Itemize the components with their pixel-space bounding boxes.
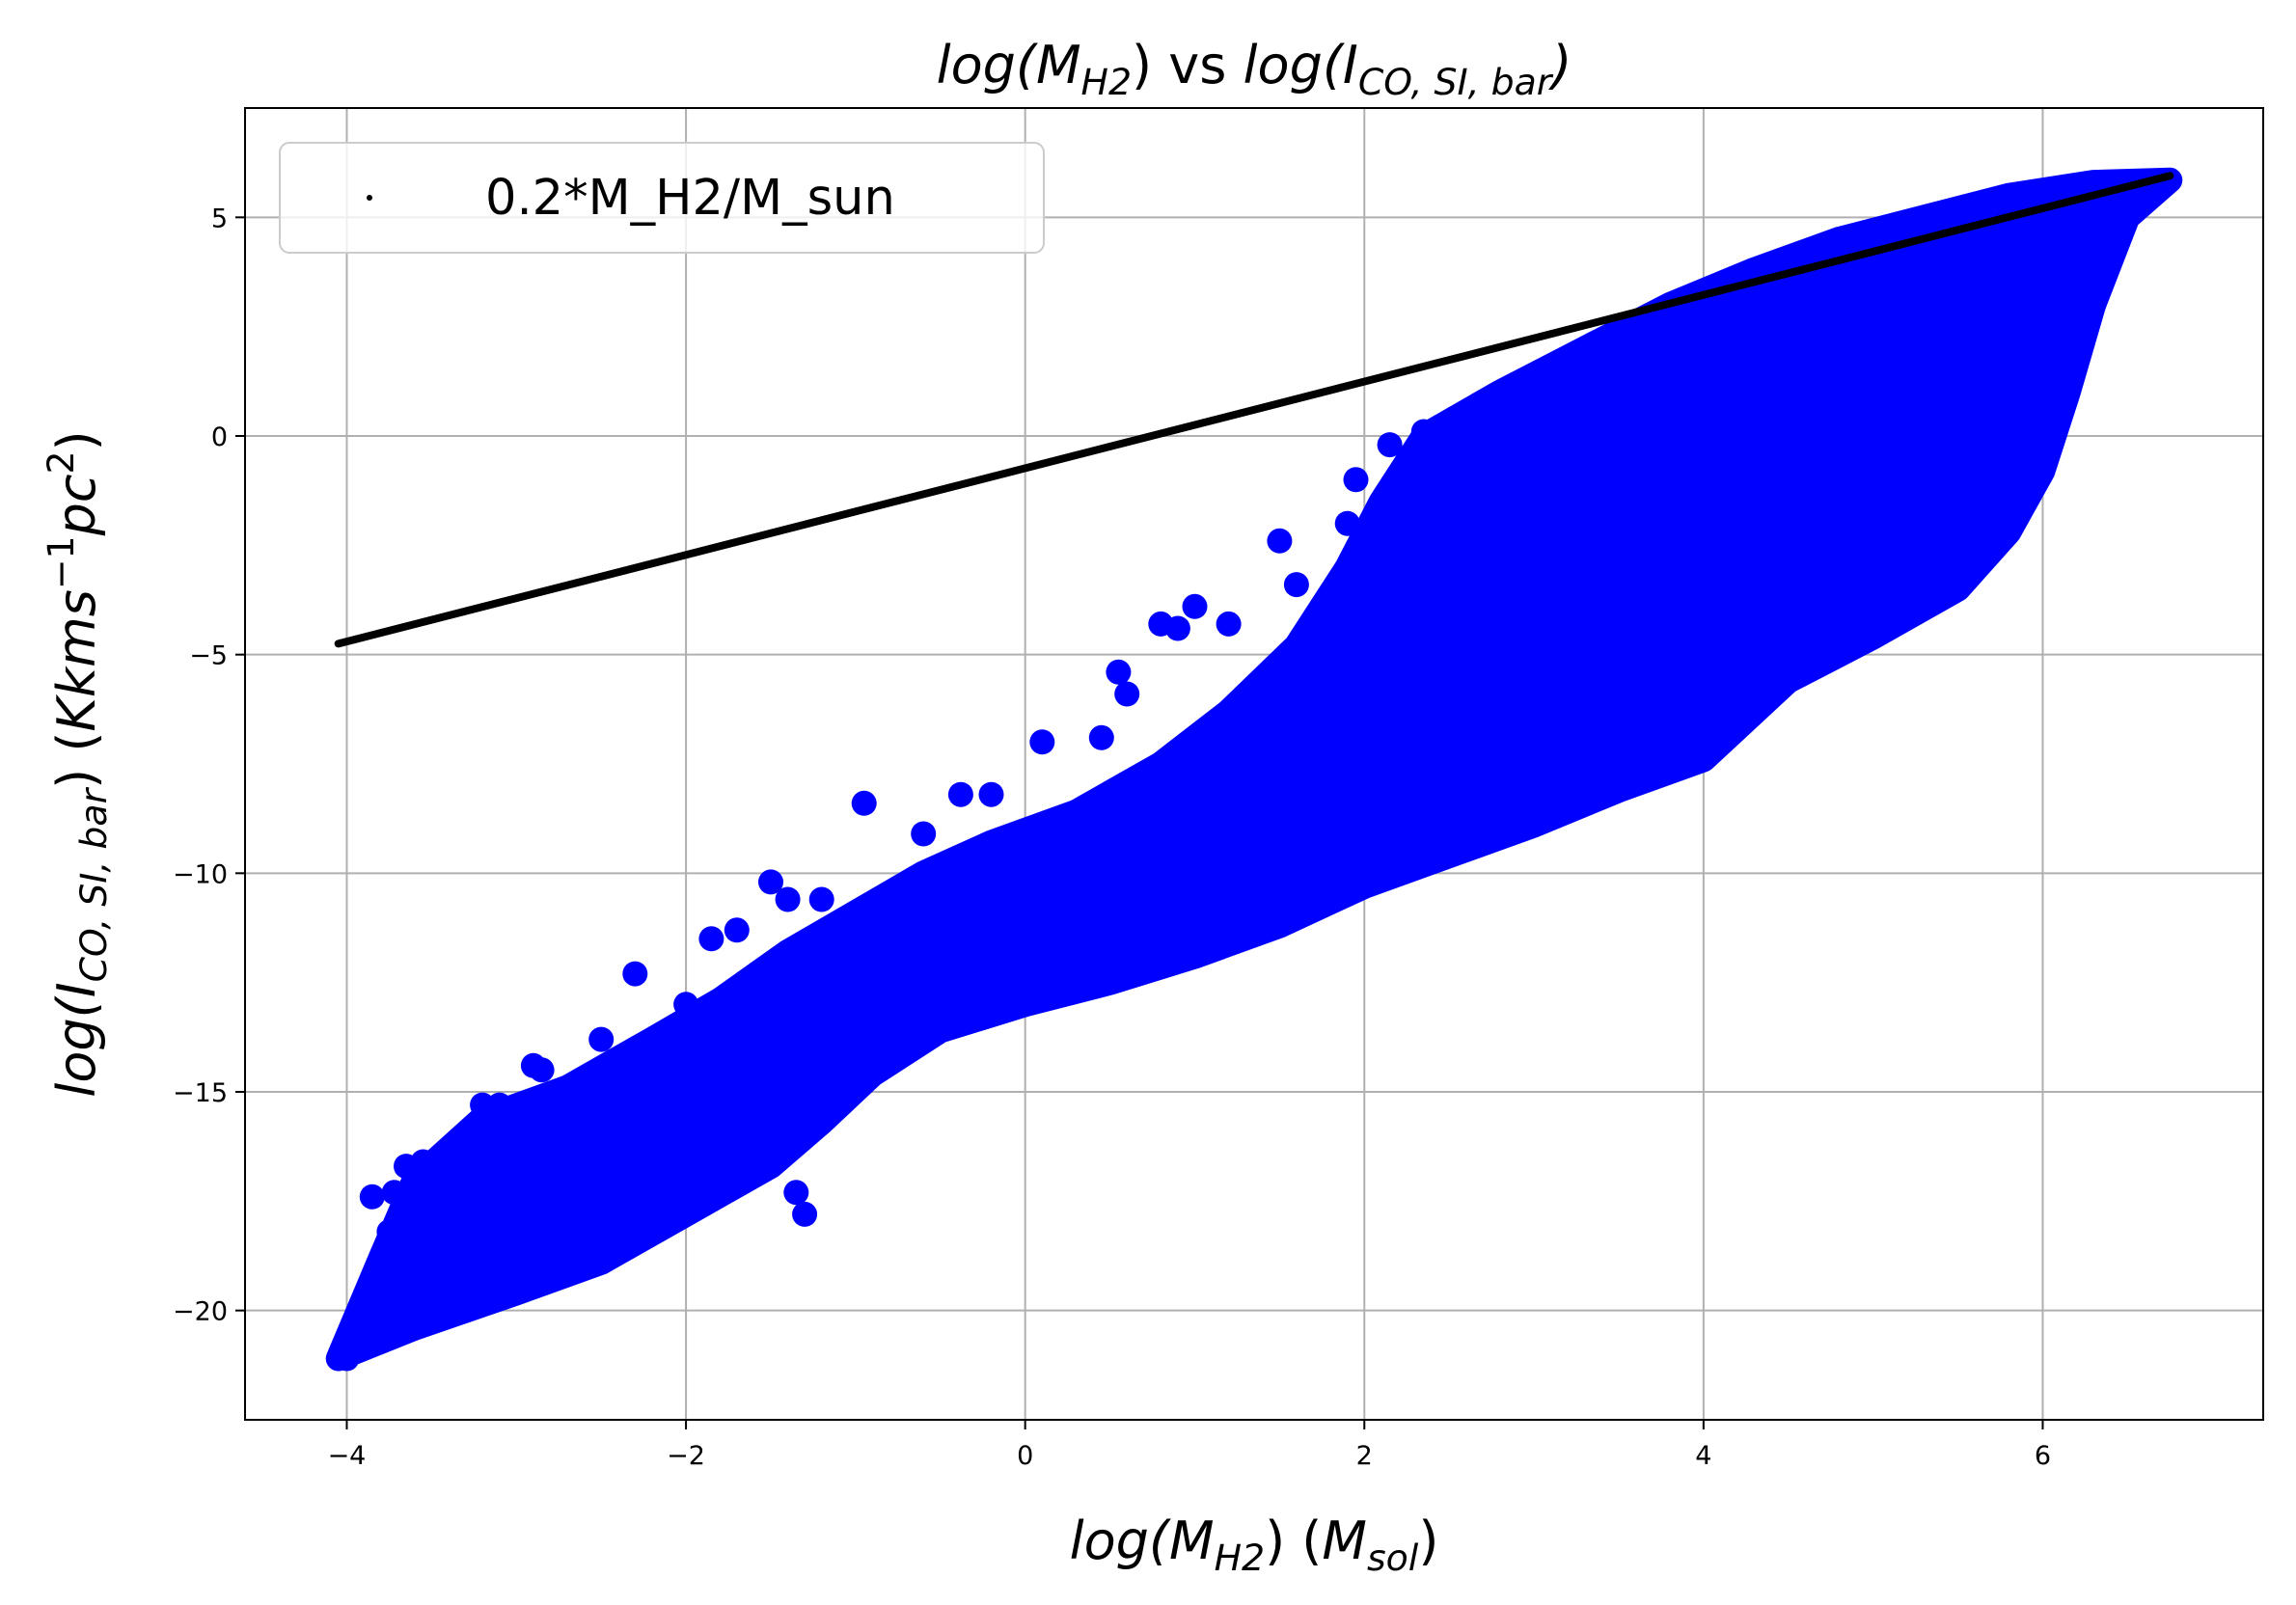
black-scatter-point <box>419 619 424 626</box>
blue-scatter-point <box>1088 724 1114 750</box>
blue-scatter-point <box>1283 572 1309 598</box>
y-tick-label: 5 <box>211 204 228 233</box>
legend-label: 0.2*M_H2/M_sun <box>485 170 895 227</box>
black-scatter-point <box>917 492 924 498</box>
blue-scatter-point <box>1267 528 1293 554</box>
black-scatter-point <box>1417 364 1424 370</box>
blue-scatter-point <box>775 886 801 912</box>
y-tick-label: −5 <box>189 641 228 671</box>
black-scatter-point <box>1001 470 1008 476</box>
black-scatter-point <box>834 513 841 519</box>
plot-area <box>325 167 2183 1372</box>
black-scatter-point <box>2000 215 2007 222</box>
blue-scatter-point <box>376 1219 402 1245</box>
legend-box <box>279 142 1045 254</box>
black-scatter-point <box>2084 194 2090 201</box>
blue-scatter-point <box>529 1057 555 1083</box>
black-scatter-point <box>2167 173 2173 179</box>
blue-scatter-point <box>486 1092 512 1118</box>
y-tick-label: 0 <box>211 422 228 452</box>
blue-scatter-point <box>1182 593 1208 619</box>
black-scatter-point <box>1667 300 1674 307</box>
blue-scatter-point <box>1334 510 1360 536</box>
blue-scatter-point <box>724 917 750 943</box>
blue-scatter-point <box>588 1026 615 1052</box>
blue-scatter-point <box>673 992 699 1018</box>
legend-marker-black-dot <box>367 195 372 201</box>
black-scatter-point <box>1084 449 1091 455</box>
x-tick-label: −2 <box>667 1441 705 1471</box>
black-scatter-point <box>1500 342 1507 349</box>
blue-scatter-point <box>808 886 834 912</box>
axes-frame <box>244 107 2264 1421</box>
black-scatter-point <box>1251 406 1257 413</box>
blue-scatter-point <box>1029 729 1055 755</box>
y-axis-label: log(ICO, SI, bar) (Kkms−1pc2) <box>40 430 115 1097</box>
black-scatter-point <box>1750 279 1757 286</box>
blue-scatter-point <box>792 1201 818 1227</box>
blue-scatter-point <box>698 926 724 952</box>
black-scatter-point <box>752 534 758 541</box>
blue-scatter-point <box>401 1245 427 1271</box>
blue-scatter-point <box>1377 432 1403 458</box>
x-tick-label: −4 <box>328 1441 367 1471</box>
y-tick-label: −10 <box>173 859 228 889</box>
blue-scatter-point <box>622 961 648 987</box>
black-scatter-point <box>1167 427 1174 434</box>
blue-scatter-point <box>947 781 973 807</box>
black-scatter-point <box>1917 236 1924 243</box>
black-scatter-point <box>668 556 674 562</box>
blue-scatter-point <box>334 1346 360 1372</box>
blue-scatter-point <box>1216 611 1242 637</box>
ticks: −4 −2 0 2 4 6−20−15−10−505 <box>173 204 2051 1471</box>
black-scatter-point <box>335 640 342 647</box>
blue-scatter-point <box>410 1149 436 1175</box>
black-scatter-point <box>1834 258 1841 264</box>
blue-scatter-point <box>877 883 902 908</box>
blue-scatter-point <box>978 781 1004 807</box>
blue-scatter-point <box>1164 615 1190 641</box>
blue-scatter-point <box>783 1180 809 1206</box>
blue-scatter-point <box>381 1180 407 1206</box>
x-tick-label: 6 <box>2035 1441 2051 1471</box>
black-scatter-point <box>1584 321 1591 328</box>
blue-scatter-point <box>758 869 783 895</box>
blue-scatter-point <box>851 790 877 816</box>
x-tick-label: 0 <box>1017 1441 1033 1471</box>
black-scatter-point <box>585 577 591 584</box>
y-tick-label: −20 <box>173 1297 228 1327</box>
y-tick-label: −15 <box>173 1078 228 1108</box>
blue-scatter-point <box>911 821 937 847</box>
x-axis-label: log(MH2) (Msol) <box>1070 1510 1439 1579</box>
blue-scatter-point <box>359 1183 385 1210</box>
blue-scatter-point <box>1445 414 1470 440</box>
legend: 0.2*M_H2/M_sun <box>279 142 1045 254</box>
black-scatter-point <box>502 598 508 605</box>
black-scatter-point <box>1334 385 1341 392</box>
blue-scatter-point <box>1114 681 1140 707</box>
blue-scatter-point <box>1106 659 1132 685</box>
x-tick-label: 4 <box>1695 1441 1711 1471</box>
blue-scatter-point <box>1343 467 1369 493</box>
blue-scatter-point <box>1410 419 1436 445</box>
chart-title: log(MH2) vs log(ICO, SI, bar) <box>937 35 1572 103</box>
blue-scatter-band <box>325 167 2183 1372</box>
x-tick-label: 2 <box>1356 1441 1373 1471</box>
